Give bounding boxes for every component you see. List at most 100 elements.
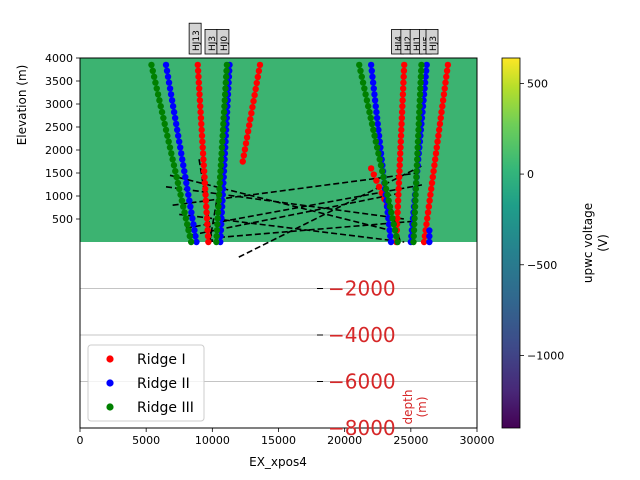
data-point	[398, 108, 406, 116]
data-point	[219, 126, 227, 134]
data-point	[251, 91, 258, 99]
legend-label: Ridge III	[137, 400, 194, 416]
y-axis-ticks-upper: 4000 3500 3000 2500 2000 1500 1000 500	[45, 52, 80, 226]
data-point	[217, 162, 225, 169]
data-point	[373, 144, 381, 151]
data-point	[426, 197, 433, 204]
data-point	[356, 61, 363, 69]
data-point	[414, 150, 421, 157]
dashed-line	[172, 172, 418, 206]
data-point	[186, 232, 194, 240]
data-point	[438, 108, 445, 116]
data-point	[369, 73, 376, 80]
data-point	[168, 97, 176, 104]
data-point	[177, 191, 184, 198]
data-point	[394, 203, 402, 210]
data-point	[370, 85, 377, 92]
data-point	[416, 97, 424, 104]
data-point	[190, 221, 197, 228]
data-point	[370, 126, 377, 134]
data-point	[169, 156, 176, 163]
data-point	[394, 238, 401, 246]
data-point	[417, 67, 425, 75]
data-point	[247, 116, 254, 123]
data-point	[396, 167, 403, 175]
data-point	[223, 67, 230, 75]
data-point	[415, 132, 422, 139]
right-axis-label-line: (m)	[415, 396, 429, 417]
data-point	[428, 185, 435, 193]
data-point	[255, 67, 263, 75]
data-point	[437, 114, 444, 122]
colorbar-label-line: (V)	[596, 234, 610, 252]
data-point	[442, 79, 449, 86]
data-point	[240, 152, 248, 159]
data-point	[417, 79, 424, 86]
data-point	[176, 138, 183, 145]
data-point	[394, 209, 401, 216]
data-point	[375, 126, 382, 134]
data-point	[173, 173, 180, 181]
data-point	[399, 85, 407, 92]
data-point	[149, 67, 156, 75]
data-point	[427, 191, 434, 198]
data-point	[220, 114, 227, 122]
data-point	[391, 226, 399, 234]
data-point	[157, 103, 164, 110]
data-point	[381, 179, 389, 187]
data-point	[188, 209, 195, 216]
data-point	[363, 97, 371, 104]
data-point	[182, 215, 190, 222]
data-point	[180, 162, 187, 169]
data-point	[243, 134, 251, 141]
data-point	[373, 114, 381, 122]
data-point	[166, 144, 174, 151]
data-point	[386, 203, 394, 210]
data-point	[390, 221, 397, 228]
data-point	[388, 209, 395, 216]
data-point	[204, 221, 211, 228]
data-point	[428, 179, 436, 187]
data-point	[193, 238, 200, 246]
y-tick-label: 2500	[45, 121, 73, 134]
data-point	[171, 114, 179, 122]
data-point	[434, 138, 441, 145]
legend-marker	[106, 355, 114, 363]
data-point	[198, 126, 205, 134]
data-point	[198, 132, 206, 139]
data-point	[440, 91, 448, 98]
data-point	[382, 185, 390, 193]
data-point	[439, 103, 446, 110]
data-point	[412, 197, 419, 204]
data-point	[416, 91, 424, 98]
data-point	[183, 179, 190, 187]
data-point	[204, 226, 211, 234]
data-point	[253, 79, 260, 87]
data-point	[372, 103, 379, 110]
data-point	[400, 79, 407, 86]
data-point	[398, 120, 405, 128]
data-point	[164, 132, 171, 139]
x-tick-label: 20000	[327, 434, 362, 447]
y-tick-label: 1000	[45, 190, 73, 203]
data-point	[420, 238, 428, 246]
data-point	[219, 132, 226, 139]
x-tick-label: 5000	[132, 434, 160, 447]
data-point	[220, 108, 228, 116]
data-point	[421, 232, 429, 240]
scatter-points	[148, 61, 452, 246]
data-point	[413, 162, 421, 169]
data-point	[415, 114, 423, 122]
data-point	[196, 91, 203, 98]
data-point	[397, 150, 404, 157]
data-point	[195, 85, 203, 92]
data-point	[367, 165, 375, 172]
data-point	[422, 67, 430, 75]
data-point	[199, 138, 206, 145]
data-point	[181, 167, 188, 175]
colorbar-label: upwc voltage(V)	[581, 203, 610, 283]
data-point	[411, 203, 419, 210]
data-point	[163, 67, 171, 75]
dashed-line	[238, 165, 422, 258]
data-point	[200, 162, 207, 169]
